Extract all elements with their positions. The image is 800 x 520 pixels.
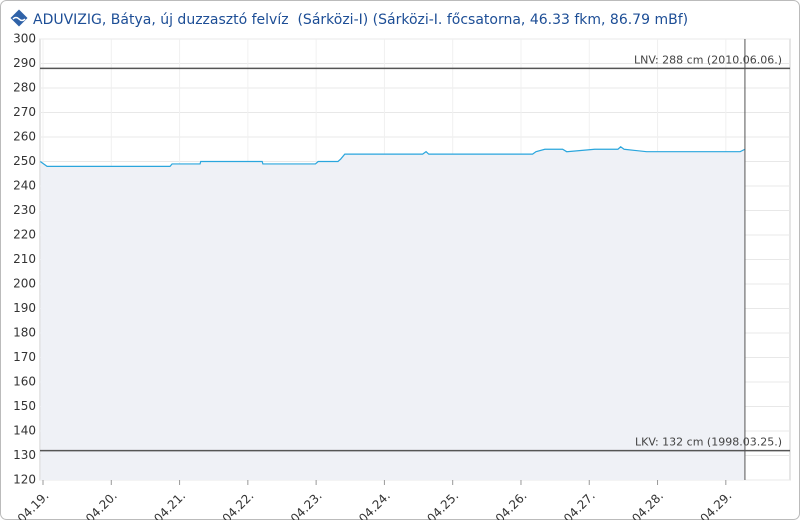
y-tick-label: 150: [13, 399, 36, 413]
y-tick-label: 300: [13, 32, 36, 46]
y-tick-label: 130: [13, 448, 36, 462]
y-tick-label: 280: [13, 81, 36, 95]
y-tick-label: 230: [13, 203, 36, 217]
y-tick-label: 160: [13, 375, 36, 389]
y-tick-label: 290: [13, 56, 36, 70]
y-tick-label: 120: [13, 473, 36, 487]
y-tick-label: 140: [13, 424, 36, 438]
reference-label: LKV: 132 cm (1998.03.25.): [635, 436, 782, 449]
area: [40, 146, 745, 481]
y-tick-label: 240: [13, 179, 36, 193]
line: [39, 146, 746, 167]
y-tick-label: 250: [13, 154, 36, 168]
chart-title: ADUVIZIG, Bátya, új duzzasztó felvíz (Sá…: [33, 12, 688, 28]
y-tick-label: 210: [13, 252, 36, 266]
y-tick-label: 260: [13, 130, 36, 144]
y-tick-label: 200: [13, 277, 36, 291]
reference-label: LNV: 288 cm (2010.06.06.): [634, 53, 782, 66]
y-tick-label: 180: [13, 326, 36, 340]
y-tick-label: 170: [13, 350, 36, 364]
y-tick-label: 220: [13, 228, 36, 242]
y-tick-label: 190: [13, 301, 36, 315]
y-tick-label: 270: [13, 105, 36, 119]
